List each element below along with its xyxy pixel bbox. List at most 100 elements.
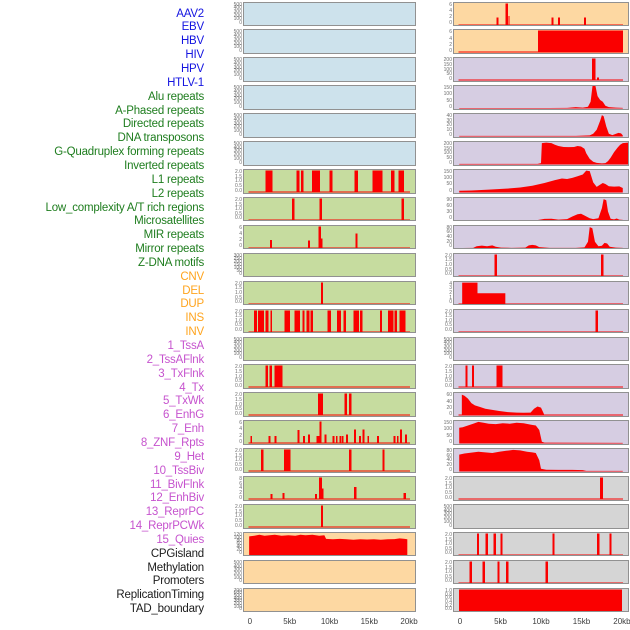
y-axis-tick: 0.5 xyxy=(235,406,242,413)
track-data xyxy=(454,338,628,361)
track-label: DNA transposons xyxy=(117,132,205,145)
y-axis-tick: 80 xyxy=(446,224,452,231)
y-axis-ticks: 2.0 1.5 1.0 0.5 0.0 xyxy=(418,309,452,333)
track-panel-HTLV-1: 500 400 300 200 100 0 xyxy=(234,141,416,166)
track-label: 4_Tx xyxy=(179,381,204,394)
y-axis-tick: 0 xyxy=(449,47,452,54)
track-label: Microsatellites xyxy=(134,215,204,228)
track-data xyxy=(248,477,410,500)
y-axis-tick: 0 xyxy=(449,131,452,138)
y-axis-tick: 1.5 xyxy=(445,564,452,571)
y-axis-tick: 100 xyxy=(233,603,242,610)
y-axis-tick: 2 xyxy=(239,490,242,496)
y-axis-tick: 1.5 xyxy=(445,536,452,543)
y-axis-ticks: 150 100 50 0 xyxy=(418,170,452,194)
y-axis-tick: 150 xyxy=(443,420,452,427)
track-data xyxy=(459,450,623,472)
y-axis-ticks: 150 100 50 0 xyxy=(418,86,452,110)
track-panel-EBV: 500 400 300 200 100 0 xyxy=(234,29,416,54)
y-axis-tick: 150 xyxy=(233,262,242,269)
y-axis-tick: 1.0 xyxy=(235,513,242,520)
y-axis-tick: 1.5 xyxy=(445,480,452,487)
y-axis-tick: 300 xyxy=(233,343,242,350)
track-area-shape xyxy=(459,86,623,109)
y-axis-ticks: 2.0 1.5 1.0 0.5 0.0 xyxy=(418,365,452,389)
y-axis-ticks: 2.0 1.5 1.0 0.5 0.0 xyxy=(208,308,242,333)
y-axis-tick: 60 xyxy=(236,541,242,548)
y-axis-tick: 0.5 xyxy=(235,322,242,329)
track-panel-Low_complexity A/T rich regions: 2.0 1.5 1.0 0.5 0.0 xyxy=(235,392,416,417)
y-axis-tick: 0 xyxy=(449,187,452,194)
track-label: 9_Het xyxy=(174,450,204,463)
track-panel-Alu repeats: 2.0 1.5 1.0 0.5 0.0 xyxy=(235,169,416,194)
track-label: 3_TxFlnk xyxy=(158,367,204,380)
track-data xyxy=(244,142,415,165)
x-axis-tick-label: 10kb xyxy=(320,617,339,626)
track-data xyxy=(458,2,623,25)
y-axis-tick: 1.0 xyxy=(445,569,452,576)
y-axis-tick: 0 xyxy=(239,243,242,250)
y-axis-tick: 2.0 xyxy=(235,308,242,315)
y-axis-tick: 50 xyxy=(446,432,452,439)
track-data xyxy=(458,310,623,333)
y-axis-tick: 0.0 xyxy=(445,550,452,557)
track-label: HBV xyxy=(180,35,204,48)
track-label: EBV xyxy=(181,21,205,34)
track-panel-1_TssA: 200 150 100 50 0 xyxy=(444,57,629,82)
x-axis-column-1: 0 5kb 10kb 15kb 20kb xyxy=(243,617,418,629)
y-axis-tick: 0 xyxy=(239,355,242,362)
y-axis-tick: 0 xyxy=(449,438,452,445)
y-axis-tick: 0.0 xyxy=(235,299,242,306)
y-axis-ticks: 2.0 1.5 1.0 0.5 0.0 xyxy=(208,365,242,389)
y-axis-tick: 0.5 xyxy=(235,378,242,385)
y-axis-tick: 1.0 xyxy=(445,485,452,492)
y-axis-tick: 1.5 xyxy=(235,201,242,208)
track-data xyxy=(458,254,623,277)
track-data xyxy=(458,561,623,584)
y-axis-tick: 250 xyxy=(233,255,242,262)
track-label: Directed repeats xyxy=(122,118,204,131)
y-axis-tick: 400 xyxy=(233,144,242,151)
y-axis-tick: 20 xyxy=(446,122,452,129)
y-axis-ticks: 1.0 0.8 0.6 0.4 0.2 0.0 xyxy=(418,588,452,612)
y-axis-tick: 1.0 xyxy=(445,317,452,324)
track-label: INV xyxy=(185,326,204,339)
y-axis-ticks: 80 60 40 20 0 xyxy=(418,449,452,473)
y-axis-ticks: 500 400 300 200 100 0 xyxy=(418,336,452,361)
x-axis-tick-label: 20kb xyxy=(613,617,630,626)
y-axis-tick: 2.0 xyxy=(235,504,242,511)
track-data xyxy=(459,170,623,193)
y-axis-tick: 500 xyxy=(233,85,242,92)
y-axis-tick: 1.0 xyxy=(235,401,242,408)
y-axis-tick: 1.5 xyxy=(445,257,452,264)
track-data xyxy=(458,282,623,305)
y-axis-tick: 200 xyxy=(233,12,242,19)
y-axis-tick: 200 xyxy=(443,57,452,64)
y-axis-tick: 500 xyxy=(233,593,242,600)
y-axis-tick: 100 xyxy=(443,91,452,98)
y-axis-tick: 0 xyxy=(449,159,452,166)
track-area-shape xyxy=(459,142,628,165)
y-axis-tick: 0.0 xyxy=(445,271,452,278)
y-axis-tick: 1.5 xyxy=(235,452,242,459)
y-axis-tick: 2.0 xyxy=(235,169,242,176)
track-label: TAD_boundary xyxy=(129,603,204,616)
y-axis-tick: 60 xyxy=(446,229,452,236)
track-panel-13_ReprPC: 60 40 20 0 xyxy=(446,392,629,417)
y-axis-ticks: 500 400 300 200 100 0 xyxy=(208,142,242,166)
track-panel-L1 repeats: 500 400 300 200 100 0 xyxy=(234,336,416,362)
track-data xyxy=(459,115,623,137)
track-data xyxy=(248,282,410,305)
y-axis-tick: 0 xyxy=(239,606,242,613)
y-axis-tick: 50 xyxy=(446,154,452,161)
y-axis-tick: 500 xyxy=(443,336,452,343)
y-axis-tick: 0.5 xyxy=(445,378,452,385)
y-axis-tick: 100 xyxy=(443,351,452,358)
track-panel-2_TssAFlnk: 150 100 50 0 xyxy=(444,85,629,110)
x-axis-tick-label: 15kb xyxy=(572,617,591,626)
y-axis-tick: 100 xyxy=(443,150,452,157)
track-panel-A-Phased repeats: 2.0 1.5 1.0 0.5 0.0 xyxy=(235,196,416,222)
y-axis-tick: 100 xyxy=(233,155,242,162)
